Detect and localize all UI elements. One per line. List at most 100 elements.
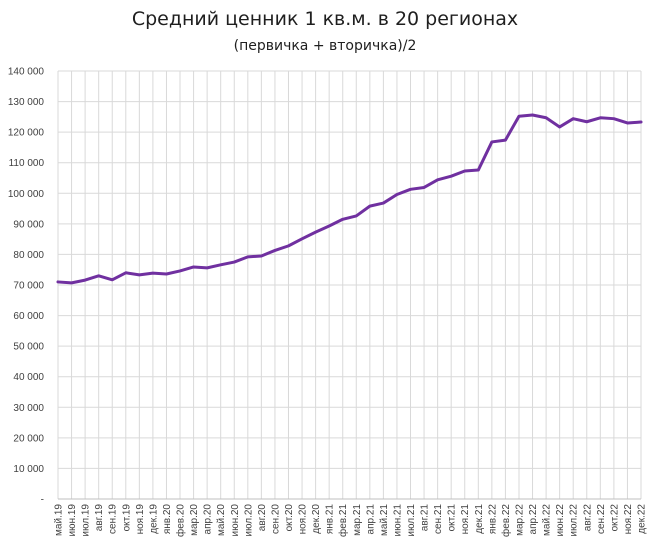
x-tick-label: май.22: [542, 504, 553, 536]
data-point: [612, 117, 616, 120]
x-tick-label: апр.20: [203, 504, 214, 535]
x-tick-label: июн.20: [230, 504, 241, 537]
y-tick-label: 50 000: [13, 342, 44, 353]
x-tick-label: авг.22: [582, 504, 593, 532]
x-tick-label: мар.22: [514, 504, 525, 536]
data-point: [246, 255, 250, 259]
data-point: [273, 249, 277, 252]
data-point: [205, 266, 209, 270]
data-point: [192, 265, 195, 269]
x-tick-label: дек.21: [474, 504, 485, 534]
x-tick-label: фев.22: [500, 504, 512, 537]
data-point: [260, 254, 263, 258]
x-tick-label: ноя.22: [623, 504, 634, 535]
chart-subtitle: (первичка + вторичка)/2: [233, 38, 417, 54]
data-point: [585, 120, 588, 123]
x-tick-label: ноя.21: [460, 504, 471, 535]
x-tick-label: фев.20: [175, 504, 187, 537]
data-point: [572, 117, 575, 120]
y-tick-label: 110 000: [9, 158, 45, 169]
data-point: [327, 224, 331, 228]
data-point: [83, 278, 87, 282]
data-point: [138, 273, 141, 277]
data-point: [382, 201, 385, 205]
data-point: [599, 116, 602, 119]
x-tick-label: май.20: [216, 504, 227, 536]
data-point: [395, 193, 399, 196]
data-point: [111, 278, 114, 282]
y-tick-label: 90 000: [13, 219, 44, 230]
x-tick-label: май.21: [379, 504, 390, 536]
data-point: [287, 244, 290, 248]
y-tick-label: -: [41, 495, 44, 506]
data-point: [626, 121, 629, 125]
x-tick-label: сен.20: [270, 504, 281, 534]
x-tick-label: июн.22: [555, 504, 566, 537]
x-tick-label: окт.20: [284, 504, 295, 532]
data-point: [341, 218, 344, 221]
data-point: [531, 113, 534, 117]
data-point: [422, 186, 426, 189]
y-tick-label: 60 000: [13, 311, 44, 322]
x-tick-label: сен.19: [108, 504, 119, 534]
data-point: [436, 178, 439, 182]
x-tick-label: май.19: [54, 504, 65, 536]
x-tick-label: мар.21: [352, 504, 363, 536]
x-axis: май.19 июн.19 июл.19 авг.19 сен.19 окт.19 ноя.…: [54, 498, 648, 537]
y-tick-label: 120 000: [8, 128, 45, 139]
y-tick-label: 10 000: [13, 464, 44, 475]
y-tick-label: 70 000: [13, 281, 44, 292]
y-tick-label: 100 000: [8, 189, 45, 200]
data-point: [178, 269, 182, 273]
data-point: [97, 274, 100, 278]
data-point: [368, 204, 372, 208]
x-tick-label: июл.21: [406, 504, 417, 537]
x-tick-label: июл.19: [81, 504, 92, 537]
x-tick-label: мар.20: [189, 504, 200, 536]
data-point: [449, 174, 453, 178]
data-point: [504, 138, 507, 142]
x-tick-label: сен.22: [596, 504, 607, 534]
x-tick-label: ноя.19: [135, 504, 146, 535]
x-tick-label: авг.20: [257, 504, 268, 532]
x-tick-label: окт.19: [121, 504, 132, 532]
series-line: [56, 113, 643, 285]
y-tick-label: 140 000: [8, 67, 45, 78]
gridlines: [57, 70, 642, 499]
x-tick-label: янв.20: [162, 504, 173, 535]
x-tick-label: янв.22: [487, 504, 498, 535]
x-tick-label: ноя.20: [298, 504, 309, 535]
data-point: [463, 169, 466, 173]
x-tick-label: дек.19: [148, 504, 159, 534]
x-tick-label: дек.20: [311, 504, 322, 534]
x-tick-label: апр.21: [365, 504, 376, 535]
data-point: [56, 280, 60, 284]
data-point: [517, 115, 521, 118]
data-point: [639, 120, 643, 124]
x-tick-label: июн.19: [67, 504, 78, 537]
plot-area: [56, 113, 643, 285]
data-point: [124, 271, 127, 274]
x-tick-label: июн.21: [392, 504, 403, 537]
data-point: [70, 281, 73, 285]
x-tick-label: фев.21: [337, 504, 349, 537]
chart-title: Средний ценник 1 кв.м. в 20 регионах: [131, 8, 519, 30]
y-axis: - 10 000 20 000 30 000 40 000 50 000 60 000 70 …: [8, 67, 45, 506]
x-tick-label: апр.22: [528, 504, 539, 535]
data-point: [490, 140, 494, 144]
x-tick-label: окт.21: [447, 504, 458, 532]
data-point: [409, 188, 412, 191]
x-tick-label: авг.21: [420, 504, 431, 532]
data-point: [558, 125, 561, 129]
data-point: [300, 237, 304, 241]
data-point: [477, 168, 480, 172]
y-tick-label: 40 000: [13, 372, 44, 383]
x-tick-label: окт.22: [609, 504, 620, 532]
data-point: [165, 272, 168, 276]
x-tick-label: июл.20: [243, 504, 254, 537]
data-point: [544, 116, 548, 119]
data-point: [233, 260, 236, 264]
y-tick-label: 130 000: [8, 97, 45, 108]
data-point: [151, 271, 155, 275]
